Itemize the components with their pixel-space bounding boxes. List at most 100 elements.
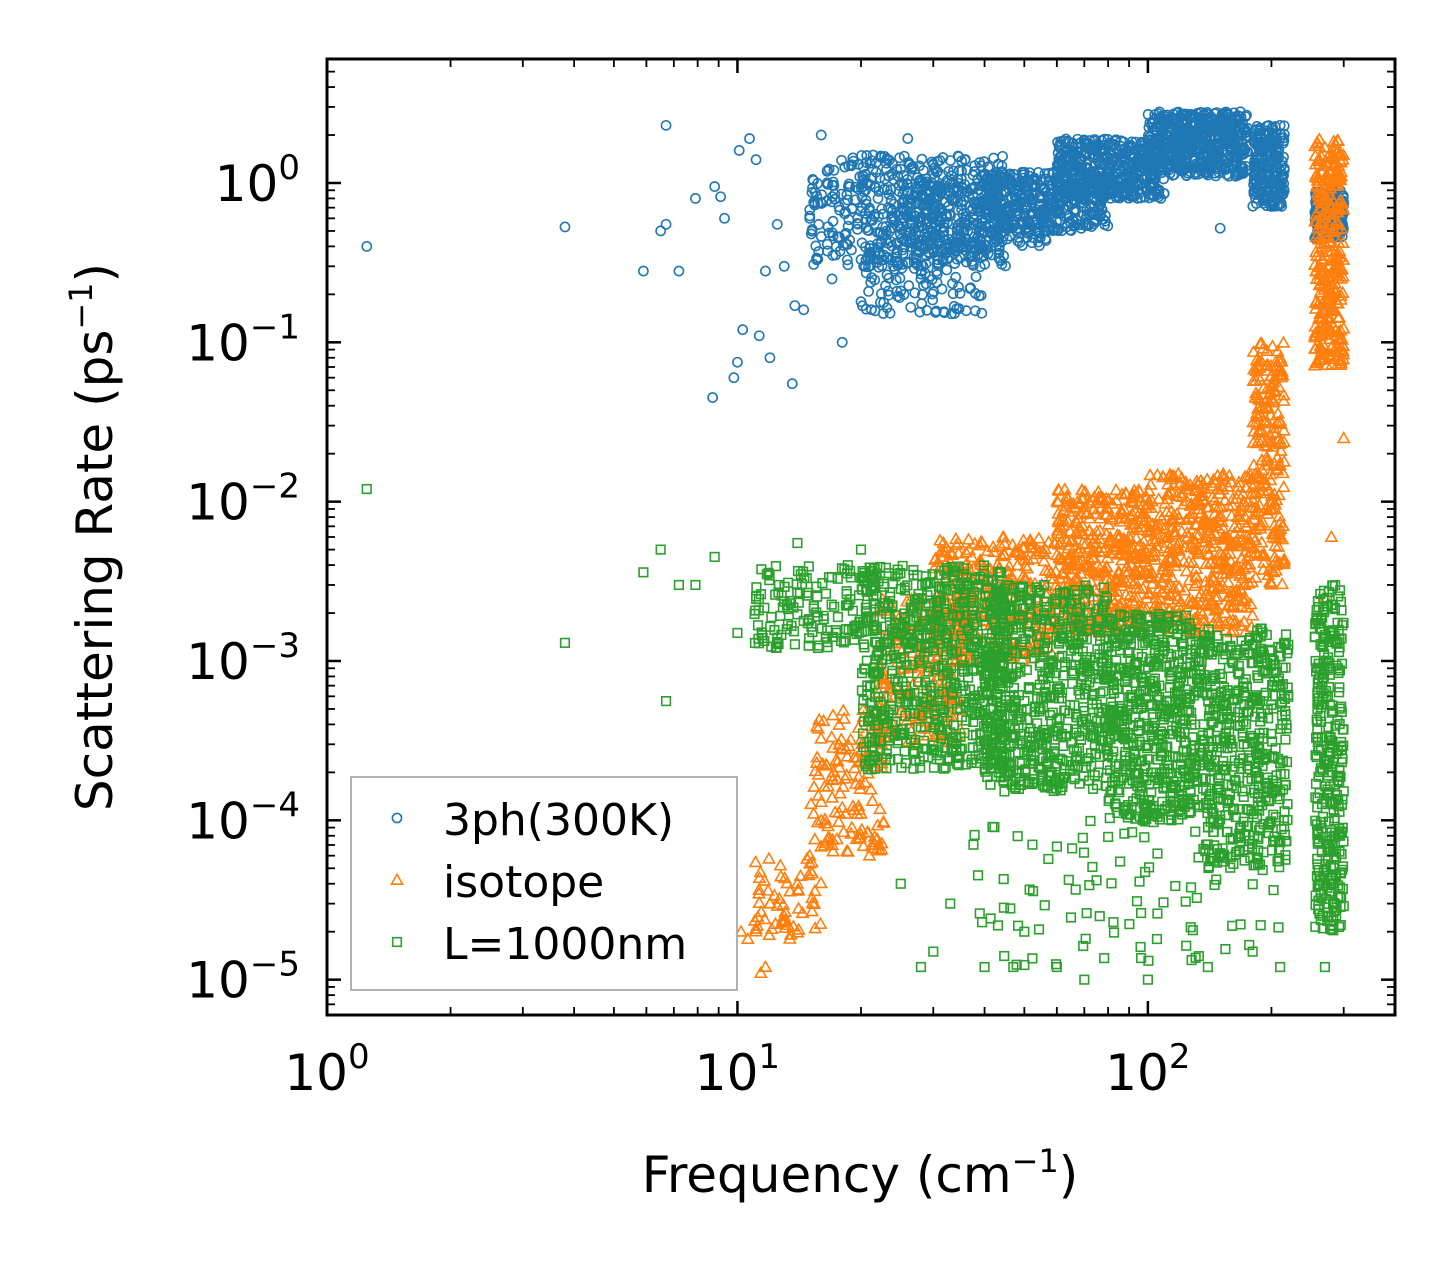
data-point bbox=[1268, 155, 1280, 167]
data-point bbox=[1014, 237, 1026, 248]
data-point bbox=[953, 164, 965, 176]
data-point bbox=[1223, 112, 1235, 124]
data-point bbox=[885, 184, 897, 195]
data-point bbox=[1053, 175, 1065, 187]
data-point bbox=[1250, 124, 1262, 135]
data-point bbox=[1184, 110, 1196, 122]
data-point bbox=[849, 194, 861, 206]
data-point bbox=[920, 278, 932, 290]
data-point bbox=[1024, 225, 1035, 237]
data-point bbox=[1015, 178, 1027, 189]
data-point bbox=[744, 133, 755, 144]
data-point bbox=[798, 304, 810, 316]
data-point bbox=[1088, 140, 1100, 152]
data-point bbox=[872, 193, 884, 204]
data-point bbox=[1275, 198, 1287, 209]
data-point bbox=[1032, 236, 1044, 248]
data-point bbox=[1101, 180, 1112, 191]
data-point bbox=[1195, 161, 1207, 172]
data-point bbox=[979, 225, 990, 237]
data-point bbox=[924, 179, 935, 191]
data-point bbox=[1022, 202, 1034, 214]
data-point bbox=[897, 202, 909, 214]
data-point bbox=[1115, 171, 1126, 183]
data-point bbox=[868, 211, 880, 222]
data-point bbox=[1125, 190, 1137, 202]
data-point bbox=[884, 225, 896, 237]
data-point bbox=[1075, 222, 1087, 234]
data-point bbox=[1079, 135, 1091, 147]
data-point bbox=[901, 230, 913, 242]
data-point bbox=[860, 267, 872, 279]
data-point bbox=[996, 258, 1008, 270]
data-point bbox=[660, 218, 672, 230]
data-point bbox=[1052, 147, 1064, 159]
data-point bbox=[989, 224, 1001, 236]
data-point bbox=[1241, 109, 1252, 121]
data-point bbox=[778, 260, 790, 272]
data-point bbox=[810, 240, 822, 252]
data-point bbox=[1036, 174, 1048, 186]
data-point bbox=[1034, 230, 1045, 242]
data-point bbox=[971, 199, 983, 211]
data-point bbox=[962, 225, 974, 237]
data-point bbox=[992, 230, 1004, 242]
data-point bbox=[1113, 148, 1125, 160]
data-point bbox=[1105, 159, 1117, 171]
data-point bbox=[1014, 209, 1026, 221]
data-point bbox=[1201, 155, 1213, 167]
data-point bbox=[946, 170, 957, 182]
data-point bbox=[1232, 135, 1244, 147]
data-point bbox=[855, 296, 867, 308]
data-point bbox=[559, 221, 571, 233]
data-point bbox=[1263, 156, 1275, 168]
data-point bbox=[1212, 150, 1224, 162]
data-point bbox=[1070, 203, 1081, 215]
data-point bbox=[933, 216, 945, 228]
data-point bbox=[1052, 206, 1064, 218]
data-point bbox=[813, 219, 825, 230]
data-point bbox=[989, 187, 1001, 199]
data-point bbox=[1261, 125, 1272, 137]
data-point bbox=[1015, 217, 1027, 229]
data-point bbox=[1266, 127, 1278, 139]
data-point bbox=[931, 277, 943, 288]
data-point bbox=[1183, 149, 1195, 160]
data-point bbox=[949, 258, 961, 269]
data-point bbox=[1003, 222, 1015, 234]
data-point bbox=[1152, 184, 1164, 196]
data-point bbox=[822, 178, 834, 190]
data-point bbox=[954, 233, 966, 245]
data-point bbox=[1042, 218, 1054, 229]
data-point bbox=[885, 254, 897, 266]
data-point bbox=[1083, 178, 1095, 189]
data-point bbox=[1242, 146, 1254, 158]
data-point bbox=[913, 177, 925, 189]
data-point bbox=[1135, 144, 1147, 155]
data-point bbox=[1125, 180, 1137, 192]
data-point bbox=[843, 214, 855, 226]
data-point bbox=[1209, 153, 1221, 165]
data-point bbox=[943, 200, 954, 212]
data-point bbox=[816, 198, 828, 209]
data-point bbox=[1156, 112, 1168, 124]
data-point bbox=[840, 227, 852, 239]
data-point bbox=[915, 240, 927, 252]
data-point bbox=[815, 129, 827, 141]
data-point bbox=[1072, 147, 1084, 158]
data-point bbox=[910, 207, 922, 218]
data-point bbox=[938, 225, 950, 237]
data-point bbox=[1172, 135, 1184, 146]
data-point bbox=[970, 271, 982, 283]
data-point bbox=[771, 218, 783, 230]
data-point bbox=[834, 204, 846, 216]
data-point bbox=[1278, 135, 1290, 147]
data-point bbox=[1213, 133, 1225, 145]
data-point bbox=[1214, 222, 1226, 234]
data-point bbox=[1083, 183, 1095, 195]
data-point bbox=[994, 177, 1006, 188]
data-point bbox=[953, 151, 965, 163]
data-point bbox=[948, 300, 960, 312]
data-point bbox=[1133, 166, 1145, 178]
data-point bbox=[975, 236, 987, 247]
